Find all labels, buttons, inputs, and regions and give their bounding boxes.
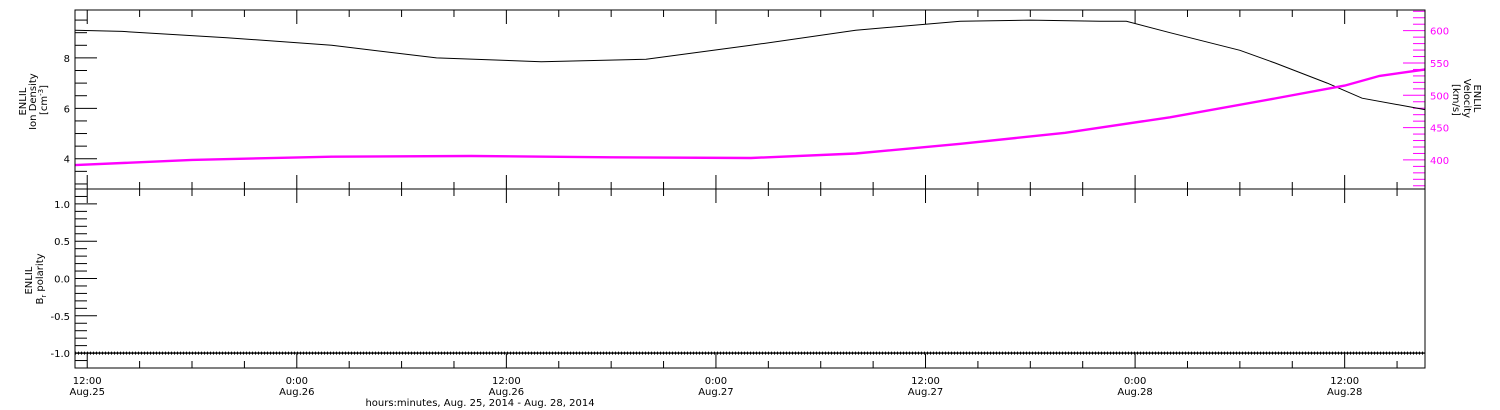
velocity-tick-label: 550 xyxy=(1430,59,1449,70)
polarity-label-br-sub: r xyxy=(40,295,48,298)
polarity-tick-label: 1.0 xyxy=(54,200,70,211)
polarity-label-br-rest: polarity xyxy=(35,253,46,294)
bottom-panel-frame xyxy=(74,188,1426,369)
time-tick-label: 12:00 xyxy=(1330,376,1359,387)
velocity-label-line-3: [km/s] xyxy=(1450,84,1461,116)
date-tick-label: Aug.27 xyxy=(698,387,733,398)
velocity-series xyxy=(74,68,1426,167)
density-label-unit: [cm xyxy=(39,96,50,115)
density-axis-ticks: 4 6 8 xyxy=(64,19,97,185)
polarity-tick-label: -1.0 xyxy=(50,349,70,360)
date-tick-label: Aug.26 xyxy=(489,387,524,398)
time-tick-label: 12:00 xyxy=(73,376,102,387)
date-tick-label: Aug.26 xyxy=(279,387,314,398)
date-tick-label: Aug.28 xyxy=(1327,387,1362,398)
density-axis-label: ENLIL Ion Density [cm-3] xyxy=(18,70,50,130)
time-tick-label: 0:00 xyxy=(286,376,308,387)
date-tick-label: Aug.27 xyxy=(908,387,943,398)
polarity-label-line-1: ENLIL xyxy=(24,266,35,294)
density-tick-label: 4 xyxy=(64,155,70,166)
time-tick-label: 0:00 xyxy=(705,376,727,387)
polarity-tick-label: -0.5 xyxy=(50,312,70,323)
time-tick-label: 0:00 xyxy=(1124,376,1146,387)
density-label-unit-sup: -3 xyxy=(37,89,45,96)
polarity-tick-label: 0.5 xyxy=(54,237,70,248)
density-tick-label: 6 xyxy=(64,104,70,115)
polarity-label-br: B xyxy=(35,298,46,305)
x-axis-title: hours:minutes, Aug. 25, 2014 - Aug. 28, … xyxy=(365,398,594,409)
top-panel: 4 6 8 400 450 500 550 600 ENLIL Ion Density [c… xyxy=(18,9,1482,190)
density-label-line-2: Ion Density xyxy=(28,73,39,130)
velocity-tick-label: 500 xyxy=(1430,91,1449,102)
time-tick-label: 12:00 xyxy=(492,376,521,387)
time-tick-label: 12:00 xyxy=(911,376,940,387)
velocity-tick-label: 600 xyxy=(1430,27,1449,38)
date-tick-label: Aug.25 xyxy=(70,387,105,398)
polarity-tick-label: 0.0 xyxy=(54,275,70,286)
bottom-panel-time-ticks: 12:00Aug.250:00Aug.2612:00Aug.260:00Aug.… xyxy=(70,189,1398,398)
ion-density-series xyxy=(74,19,1426,111)
velocity-tick-label: 450 xyxy=(1430,124,1449,135)
density-tick-label: 8 xyxy=(64,54,70,65)
polarity-axis-label: ENLIL Br polarity xyxy=(24,253,48,304)
density-label-unit-end: ] xyxy=(39,85,50,89)
density-label-line-1: ENLIL xyxy=(18,87,29,115)
bottom-panel: -1.0-0.50.00.51.0 12:00Aug.250:00Aug.261… xyxy=(24,188,1426,409)
velocity-tick-label: 400 xyxy=(1430,156,1449,167)
velocity-label-line-2: Velocity xyxy=(1461,79,1472,118)
top-panel-time-ticks xyxy=(86,10,1398,189)
polarity-axis-ticks: -1.0 -0.5 0.0 0.5 1.0 xyxy=(50,195,97,362)
velocity-label-line-1: ENLIL xyxy=(1471,84,1482,112)
velocity-axis-label: ENLIL Velocity [km/s] xyxy=(1450,79,1482,121)
date-tick-label: Aug.28 xyxy=(1117,387,1152,398)
velocity-axis-ticks: 400 450 500 550 600 xyxy=(1403,10,1449,189)
